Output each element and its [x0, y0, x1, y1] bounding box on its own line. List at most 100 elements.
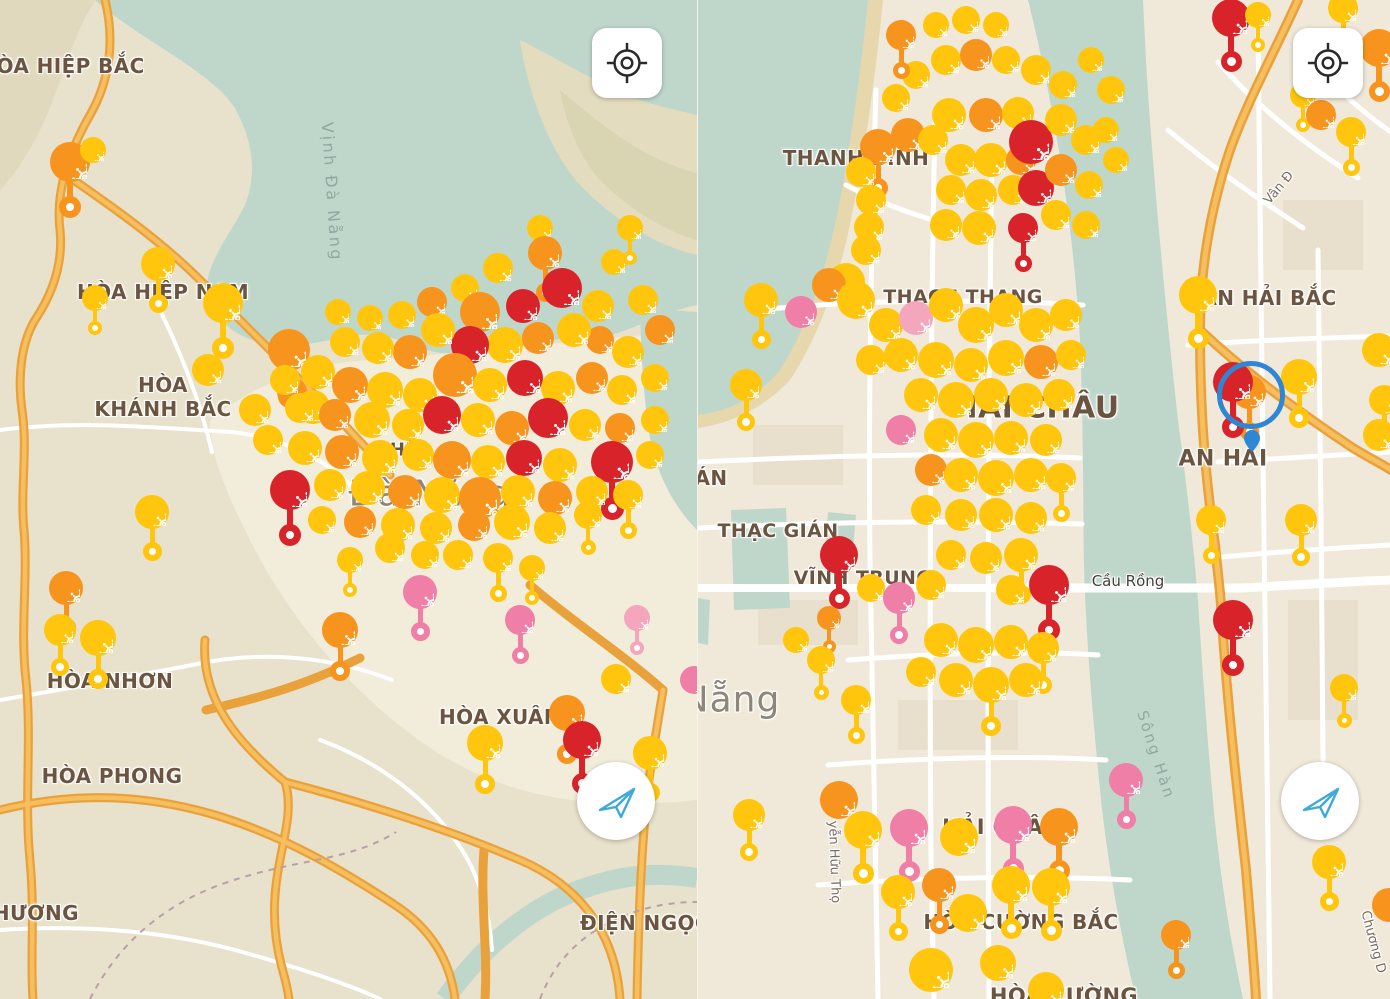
case-marker-yellow[interactable]: [1050, 299, 1082, 331]
case-marker-yellow[interactable]: [978, 460, 1014, 496]
case-marker-yellow[interactable]: [856, 185, 886, 215]
case-marker-orange[interactable]: [538, 481, 572, 515]
case-marker-yellow[interactable]: [911, 495, 941, 525]
case-marker-yellow[interactable]: [807, 646, 835, 700]
case-marker-yellow[interactable]: [924, 418, 958, 452]
case-marker-yellow[interactable]: [992, 46, 1020, 74]
case-marker-yellow[interactable]: [909, 948, 953, 992]
locate-button[interactable]: [592, 28, 662, 98]
case-marker-yellow[interactable]: [253, 425, 283, 455]
case-marker-yellow[interactable]: [601, 664, 631, 694]
case-marker-yellow[interactable]: [931, 45, 961, 75]
case-marker-yellow[interactable]: [1103, 147, 1129, 173]
case-marker-yellow[interactable]: [362, 440, 398, 476]
case-marker-yellow[interactable]: [945, 499, 977, 531]
case-marker-red[interactable]: [1213, 600, 1253, 676]
case-marker-red[interactable]: [423, 396, 461, 434]
case-marker-yellow[interactable]: [641, 406, 669, 434]
case-marker-yellow[interactable]: [501, 475, 535, 509]
case-marker-yellow[interactable]: [929, 288, 963, 322]
case-marker-yellow[interactable]: [467, 725, 503, 794]
case-marker-yellow[interactable]: [330, 327, 360, 357]
case-marker-yellow[interactable]: [141, 247, 175, 313]
case-marker-yellow[interactable]: [958, 627, 994, 663]
case-marker-yellow[interactable]: [1041, 200, 1071, 230]
case-marker-yellow[interactable]: [841, 685, 871, 744]
case-marker-yellow[interactable]: [314, 469, 346, 501]
case-marker-orange[interactable]: [433, 353, 477, 397]
case-marker-yellow[interactable]: [337, 547, 363, 597]
case-marker-yellow[interactable]: [940, 818, 978, 856]
case-marker-yellow[interactable]: [938, 382, 974, 418]
case-marker-yellow[interactable]: [1179, 276, 1217, 349]
case-marker-yellow[interactable]: [1009, 383, 1043, 417]
case-marker-orange[interactable]: [1161, 920, 1191, 979]
case-marker-yellow[interactable]: [974, 143, 1008, 177]
share-location-button[interactable]: [1281, 762, 1359, 840]
case-marker-yellow[interactable]: [980, 945, 1016, 981]
case-marker-yellow[interactable]: [357, 305, 383, 331]
case-marker-orange[interactable]: [960, 39, 992, 71]
case-marker-yellow[interactable]: [992, 866, 1030, 939]
case-marker-yellow[interactable]: [1019, 308, 1053, 342]
case-marker-yellow[interactable]: [80, 620, 116, 689]
case-marker-yellow[interactable]: [954, 348, 988, 382]
case-marker-yellow[interactable]: [923, 12, 949, 38]
case-marker-orange[interactable]: [1040, 808, 1078, 881]
case-marker-yellow[interactable]: [1043, 379, 1075, 411]
case-marker-yellow[interactable]: [443, 540, 473, 570]
case-marker-yellow[interactable]: [1021, 55, 1051, 85]
case-marker-red[interactable]: [506, 289, 540, 323]
case-marker-yellow[interactable]: [494, 504, 530, 540]
case-marker-pink[interactable]: [785, 296, 817, 328]
share-location-button[interactable]: [577, 762, 655, 840]
case-marker-orange[interactable]: [1045, 154, 1077, 186]
case-marker-yellow[interactable]: [424, 477, 460, 513]
case-marker-red[interactable]: [528, 398, 568, 438]
case-marker-orange[interactable]: [322, 612, 358, 681]
case-marker-yellow[interactable]: [628, 285, 658, 315]
case-marker-yellow[interactable]: [308, 506, 336, 534]
case-marker-yellow[interactable]: [601, 249, 627, 275]
case-marker-yellow[interactable]: [239, 394, 271, 426]
case-marker-yellow[interactable]: [1014, 458, 1048, 492]
case-marker-yellow[interactable]: [1285, 504, 1317, 566]
case-marker-pink[interactable]: [624, 605, 650, 655]
case-marker-yellow[interactable]: [1328, 0, 1358, 52]
case-marker-yellow[interactable]: [970, 542, 1002, 574]
case-marker-yellow[interactable]: [962, 211, 996, 245]
case-marker-pink[interactable]: [994, 806, 1032, 879]
case-marker-yellow[interactable]: [420, 512, 452, 544]
case-marker-pink[interactable]: [403, 575, 437, 641]
case-marker-yellow[interactable]: [636, 441, 664, 469]
case-marker-yellow[interactable]: [203, 283, 243, 359]
case-marker-yellow[interactable]: [958, 307, 994, 343]
case-marker-yellow[interactable]: [641, 364, 669, 392]
case-marker-yellow[interactable]: [939, 663, 973, 697]
case-marker-orange[interactable]: [433, 441, 471, 479]
case-marker-yellow[interactable]: [1072, 211, 1100, 239]
case-marker-yellow[interactable]: [952, 6, 980, 34]
case-marker-yellow[interactable]: [613, 480, 643, 539]
case-marker-red[interactable]: [1009, 120, 1053, 164]
case-marker-yellow[interactable]: [80, 137, 106, 163]
case-marker-yellow[interactable]: [192, 354, 224, 386]
case-marker-yellow[interactable]: [351, 471, 385, 505]
case-marker-yellow[interactable]: [543, 448, 577, 482]
case-marker-yellow[interactable]: [288, 431, 322, 465]
case-marker-orange[interactable]: [325, 435, 359, 469]
case-marker-yellow[interactable]: [733, 799, 765, 861]
case-marker-yellow[interactable]: [1330, 674, 1358, 728]
case-marker-yellow[interactable]: [979, 498, 1013, 532]
case-marker-yellow[interactable]: [471, 445, 505, 479]
locate-button[interactable]: [1293, 28, 1363, 98]
case-marker-yellow[interactable]: [924, 623, 958, 657]
case-marker-yellow[interactable]: [534, 512, 566, 544]
case-marker-yellow[interactable]: [837, 281, 875, 319]
case-marker-red[interactable]: [563, 721, 601, 794]
case-marker-yellow[interactable]: [846, 157, 876, 187]
case-marker-yellow[interactable]: [411, 541, 439, 569]
case-marker-yellow[interactable]: [918, 342, 954, 378]
case-marker-orange[interactable]: [886, 20, 916, 79]
case-marker-yellow[interactable]: [936, 540, 966, 570]
